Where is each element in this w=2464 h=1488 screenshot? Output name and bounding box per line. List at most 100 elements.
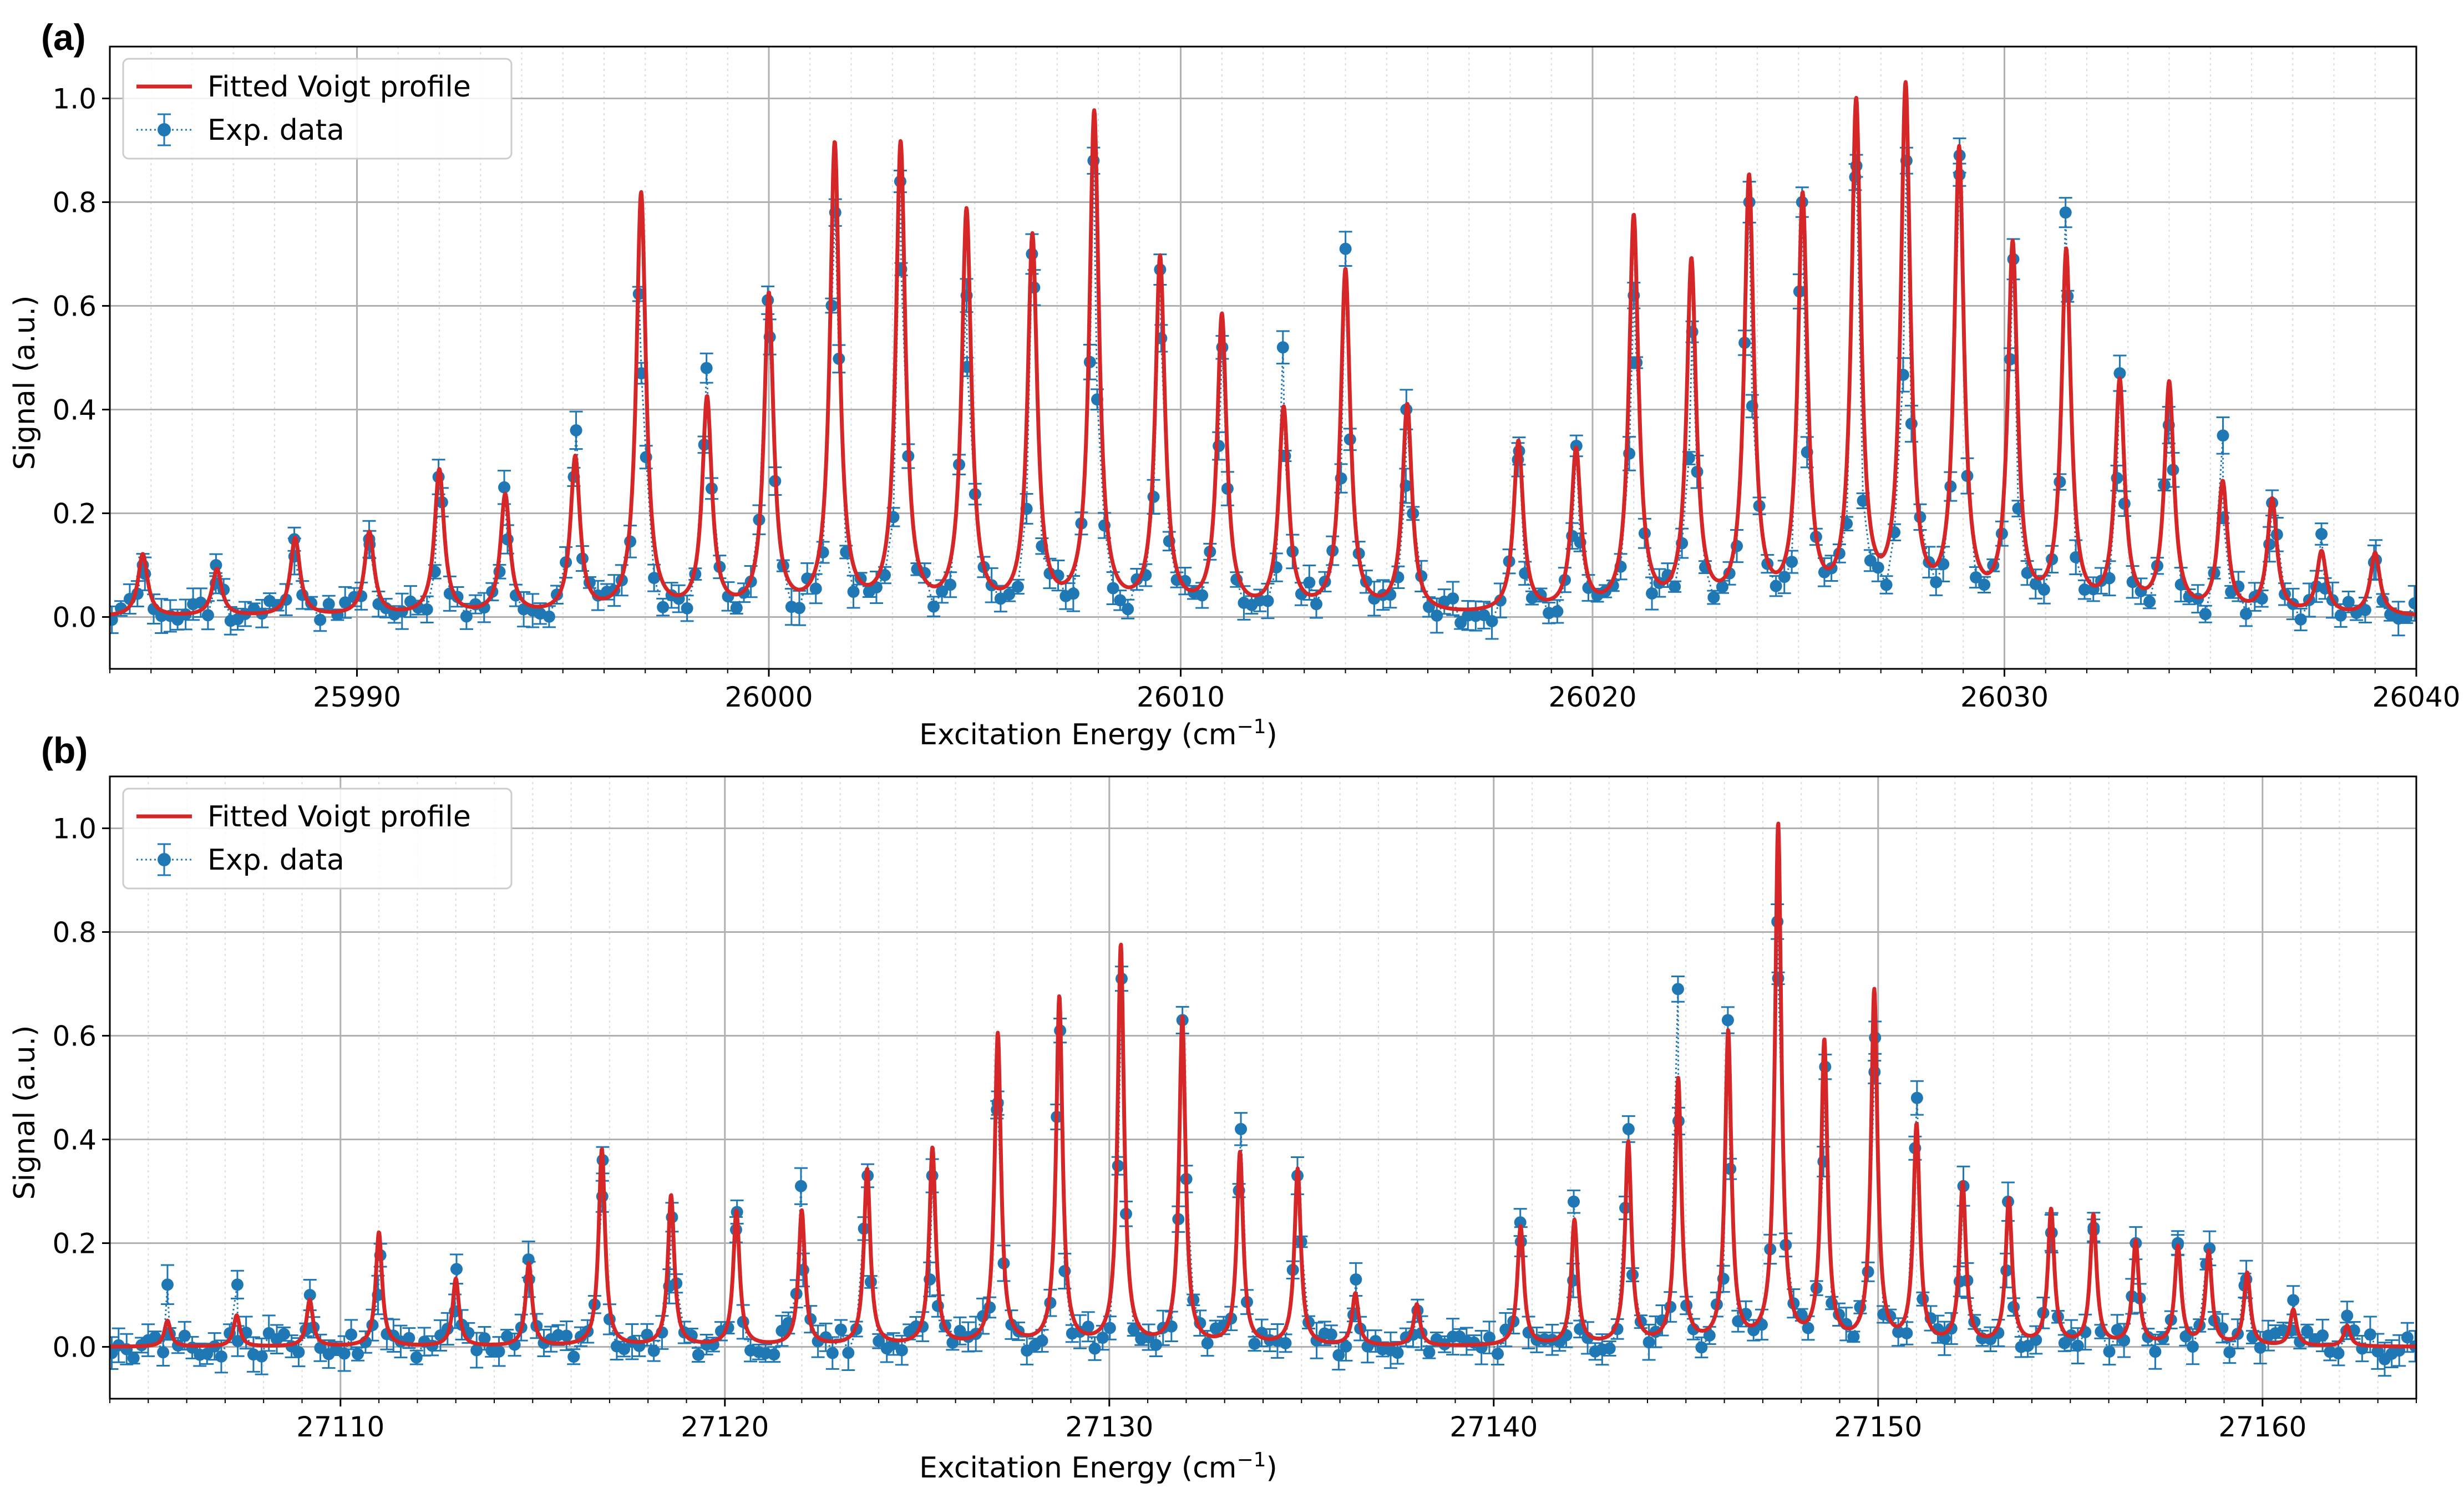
panel-b: (b) Signal (a.u.) Excitation Energy (cm−… [8, 730, 2417, 1485]
panel-a-data-point [2037, 583, 2050, 596]
panel-b-legend-box [122, 788, 513, 890]
panel-b-data-point [314, 1342, 327, 1354]
panel-b-data-point [410, 1351, 423, 1364]
panel-b-data-point [345, 1328, 358, 1341]
panel-b-data-point [231, 1278, 244, 1291]
panel-a-data-point [936, 585, 949, 598]
panel-a-data-point [1707, 591, 1720, 604]
panel-a-data-point [2239, 607, 2252, 620]
panel-b-legend: Fitted Voigt profile Exp. data [122, 788, 513, 890]
panel-b-data-point [2071, 1339, 2084, 1352]
panel-b-data-point [1340, 1340, 1352, 1353]
panel-a-data-point [2217, 429, 2229, 442]
panel-b-data-point [127, 1352, 140, 1364]
panel-b-x-tick-label: 27160 [2218, 1411, 2306, 1443]
panel-b-data-point [178, 1329, 191, 1342]
panel-a-data-point [543, 610, 555, 623]
panel-a-legend-fit-label: Fitted Voigt profile [207, 70, 471, 104]
panel-a-data-point [681, 602, 693, 615]
panel-b-data-point [2186, 1340, 2199, 1353]
panel-b-data-point [834, 1323, 847, 1336]
panel-b-minor-grid [109, 776, 2417, 1399]
panel-b-data-point [1350, 1273, 1362, 1286]
panel-b-legend-data-marker [158, 853, 171, 866]
panel-a-data-point [1107, 582, 1119, 595]
panel-a-x-tick-label: 26030 [1960, 681, 2049, 713]
panel-b-data-point [1671, 983, 1684, 996]
panel-a-data-point [1905, 417, 1918, 430]
panel-b-label: (b) [41, 730, 88, 771]
panel-b-data-point [1325, 1328, 1337, 1341]
panel-a-data-point [1213, 440, 1225, 453]
panel-a-data-point [730, 602, 743, 615]
panel-b-data-point [1391, 1347, 1404, 1359]
panel-a-legend-box [122, 58, 513, 160]
panel-a-y-tick-label: 1.0 [52, 83, 97, 115]
panel-b-data-point [1492, 1348, 1504, 1360]
panel-a-legend-data-marker [158, 123, 171, 136]
panel-b-data-point [303, 1289, 316, 1301]
panel-b-data-point [2149, 1345, 2162, 1358]
panel-a-data-point [944, 578, 957, 591]
panel-b-data-point [1423, 1346, 1436, 1359]
panel-a-data-point [2408, 597, 2416, 610]
panel-b-data-point [794, 1180, 807, 1192]
panel-b-data-point [1235, 1123, 1248, 1135]
panel-a-data-point [1770, 580, 1782, 592]
panel-b-data-point [1603, 1342, 1616, 1355]
panel-b-data-point [231, 1335, 244, 1348]
panel-a-label: (a) [41, 17, 86, 58]
panel-b-data-point [2364, 1328, 2376, 1341]
panel-b-data-point [1088, 1342, 1101, 1355]
panel-b-data-point [768, 1348, 780, 1361]
panel-a-data-point [1551, 605, 1564, 618]
panel-b-data-point [2371, 1345, 2384, 1358]
panel-a-data-point [1447, 592, 1459, 605]
panel-b-data-point [161, 1278, 174, 1291]
panel-b-data-point [2332, 1347, 2345, 1360]
panel-b-data-point [255, 1350, 268, 1363]
panel-b-data-point [842, 1347, 855, 1359]
panel-b-data-point [2172, 1237, 2184, 1250]
panel-a-data-point [1261, 595, 1274, 607]
panel-a-data-point [1880, 578, 1893, 591]
panel-a: (a) Signal (a.u.) Excitation Energy (cm−… [8, 17, 2461, 751]
panel-b-data-point [895, 1344, 908, 1357]
panel-b-x-tick-label: 27150 [1834, 1411, 1922, 1443]
panel-b-plot-area: 27110 27120 27130 27140 27150 27160 0.0 0.2 0.4 0… [52, 775, 2417, 1443]
panel-b-data-point [1149, 1338, 1162, 1351]
panel-a-data-point [460, 610, 473, 623]
panel-a-data-point [2059, 206, 2072, 219]
panel-b-data-point [1910, 1091, 1923, 1104]
panel-a-data-point [1011, 580, 1024, 593]
panel-a-fit-curve [110, 80, 2416, 617]
panel-b-data-point [1568, 1195, 1580, 1208]
panel-b-data-point [201, 1348, 214, 1360]
panel-a-data-point [1669, 580, 1681, 593]
panel-b-data-point [692, 1348, 704, 1361]
panel-b-data-point [1036, 1334, 1048, 1347]
panel-b-data-point [1514, 1216, 1527, 1229]
panel-b-data-point [352, 1348, 364, 1360]
panel-b-data-point [157, 1346, 170, 1359]
panel-b-y-tick-label: 0.4 [52, 1124, 97, 1156]
panel-a-data-point [498, 481, 511, 494]
panel-a-data-point [1310, 598, 1322, 611]
panel-b-legend-fit-label: Fitted Voigt profile [207, 800, 471, 834]
panel-b-data-point [1201, 1337, 1214, 1350]
panel-b-data-point [1279, 1337, 1292, 1349]
panel-b-y-tick-label: 0.0 [52, 1332, 97, 1364]
panel-b-data-point [1483, 1331, 1495, 1344]
panel-a-data-point [1646, 587, 1659, 600]
panel-a-data-point [518, 603, 530, 616]
panel-a-data-point [420, 603, 433, 616]
panel-a-data-point [1339, 242, 1352, 255]
panel-a-y-tick-label: 0.0 [52, 602, 97, 634]
panel-b-ylabel: Signal (a.u.) [8, 1025, 42, 1200]
panel-a-data-point [314, 613, 327, 626]
panel-b-fit-curve [110, 821, 2416, 1349]
panel-a-data-point [1122, 603, 1134, 616]
panel-b-data-point [338, 1347, 351, 1360]
panel-b-data-point [149, 1331, 161, 1344]
